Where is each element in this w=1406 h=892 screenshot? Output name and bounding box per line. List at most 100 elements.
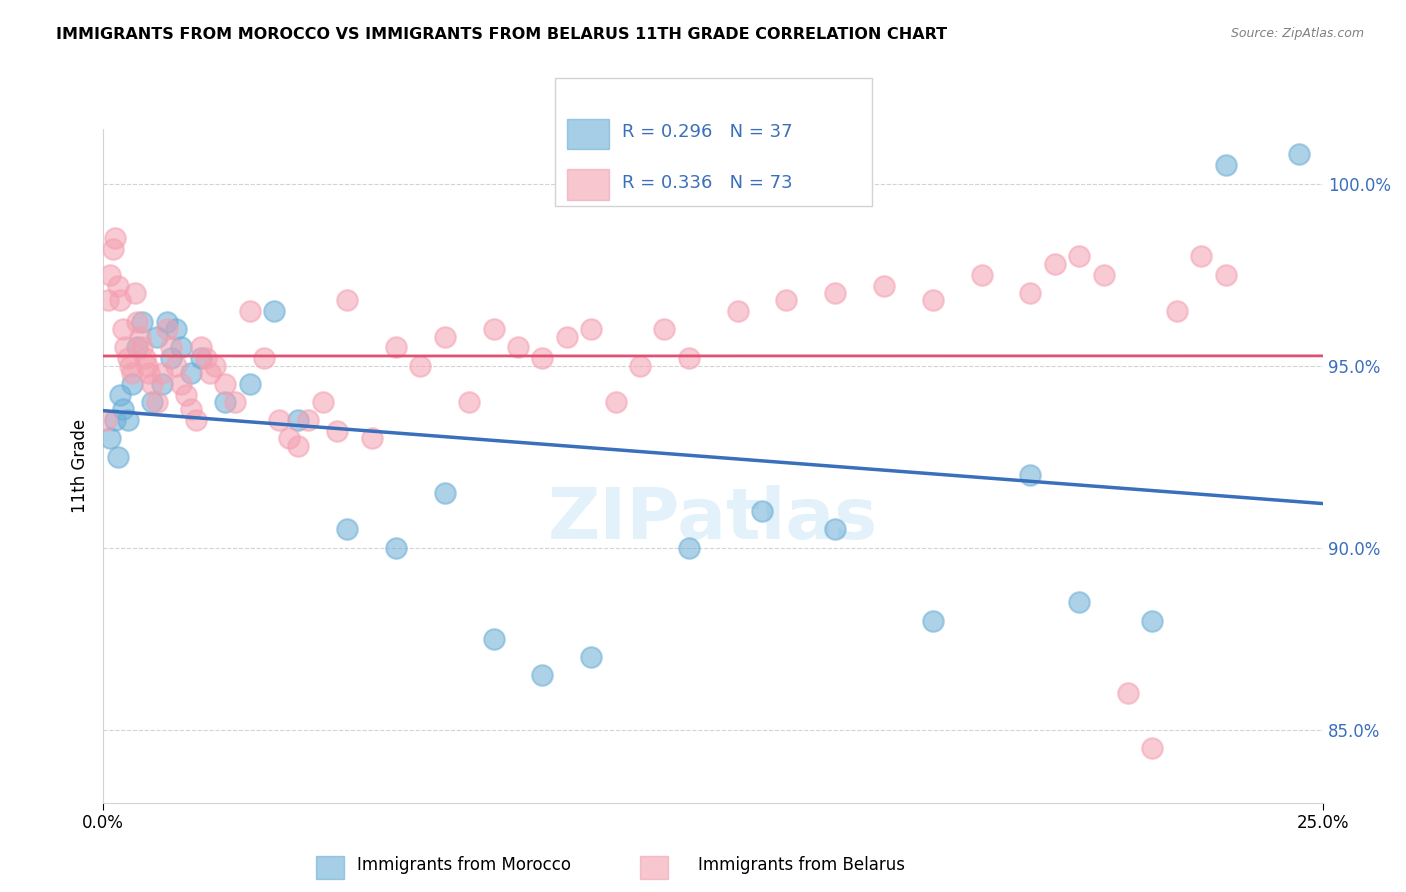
Point: [238, 376, 260, 391]
Point: [108, 388, 131, 402]
Text: R = 0.296   N = 37: R = 0.296 N = 37: [621, 123, 792, 141]
Point: [1142, 614, 1164, 628]
Point: [531, 351, 554, 366]
Point: [127, 340, 149, 354]
Point: [555, 329, 578, 343]
Point: [1189, 249, 1212, 263]
Point: [1069, 249, 1091, 263]
Point: [336, 523, 359, 537]
Point: [117, 413, 139, 427]
Point: [277, 432, 299, 446]
Point: [160, 340, 183, 354]
Point: [1092, 268, 1115, 282]
Point: [170, 376, 193, 391]
Point: [107, 450, 129, 464]
Point: [118, 359, 141, 373]
Point: [824, 523, 846, 537]
Point: [775, 293, 797, 307]
Point: [155, 315, 177, 329]
Point: [131, 340, 153, 354]
Point: [263, 304, 285, 318]
Point: [100, 268, 122, 282]
Point: [121, 376, 143, 391]
Point: [108, 293, 131, 307]
Point: [921, 614, 943, 628]
FancyBboxPatch shape: [554, 78, 872, 206]
Point: [1142, 741, 1164, 756]
Point: [409, 359, 432, 373]
Point: [194, 351, 217, 366]
Point: [204, 359, 226, 373]
Point: [287, 439, 309, 453]
Point: [128, 329, 150, 343]
Point: [107, 278, 129, 293]
Point: [104, 231, 127, 245]
Point: [482, 322, 505, 336]
Point: [165, 322, 187, 336]
Point: [253, 351, 276, 366]
Point: [146, 395, 169, 409]
Text: Immigrants from Morocco: Immigrants from Morocco: [357, 856, 571, 874]
Point: [458, 395, 481, 409]
Y-axis label: 11th Grade: 11th Grade: [72, 418, 89, 513]
Point: [385, 340, 408, 354]
Point: [121, 366, 143, 380]
Point: [190, 340, 212, 354]
Point: [114, 340, 136, 354]
Point: [1166, 304, 1188, 318]
Point: [1215, 158, 1237, 172]
Point: [727, 304, 749, 318]
Point: [131, 315, 153, 329]
Point: [190, 351, 212, 366]
Point: [678, 351, 700, 366]
Point: [150, 376, 173, 391]
Point: [141, 376, 163, 391]
FancyBboxPatch shape: [567, 119, 609, 149]
Point: [200, 366, 222, 380]
Point: [482, 632, 505, 646]
Point: [150, 366, 173, 380]
Point: [100, 432, 122, 446]
Point: [605, 395, 627, 409]
Text: IMMIGRANTS FROM MOROCCO VS IMMIGRANTS FROM BELARUS 11TH GRADE CORRELATION CHART: IMMIGRANTS FROM MOROCCO VS IMMIGRANTS FR…: [56, 27, 948, 42]
Point: [336, 293, 359, 307]
Text: R = 0.336   N = 73: R = 0.336 N = 73: [621, 174, 792, 192]
Point: [180, 366, 202, 380]
Point: [531, 668, 554, 682]
Point: [678, 541, 700, 555]
Point: [970, 268, 993, 282]
Point: [117, 351, 139, 366]
Point: [1215, 268, 1237, 282]
Point: [165, 359, 187, 373]
Point: [155, 322, 177, 336]
Point: [287, 413, 309, 427]
Point: [111, 402, 134, 417]
Point: [921, 293, 943, 307]
Point: [138, 366, 160, 380]
Point: [124, 285, 146, 300]
Point: [1116, 686, 1139, 700]
Point: [111, 322, 134, 336]
Point: [579, 322, 602, 336]
Point: [1043, 257, 1066, 271]
Point: [1288, 147, 1310, 161]
Point: [104, 413, 127, 427]
Point: [628, 359, 651, 373]
Point: [1069, 595, 1091, 609]
Point: [326, 424, 349, 438]
Point: [433, 329, 456, 343]
Point: [360, 432, 382, 446]
Point: [873, 278, 896, 293]
Point: [312, 395, 335, 409]
Point: [267, 413, 290, 427]
Point: [652, 322, 675, 336]
Text: ZIPatlas: ZIPatlas: [548, 485, 879, 554]
Point: [751, 504, 773, 518]
Point: [238, 304, 260, 318]
Point: [174, 388, 197, 402]
Point: [224, 395, 246, 409]
Point: [94, 413, 117, 427]
Point: [101, 242, 124, 256]
Point: [824, 285, 846, 300]
Point: [97, 293, 120, 307]
